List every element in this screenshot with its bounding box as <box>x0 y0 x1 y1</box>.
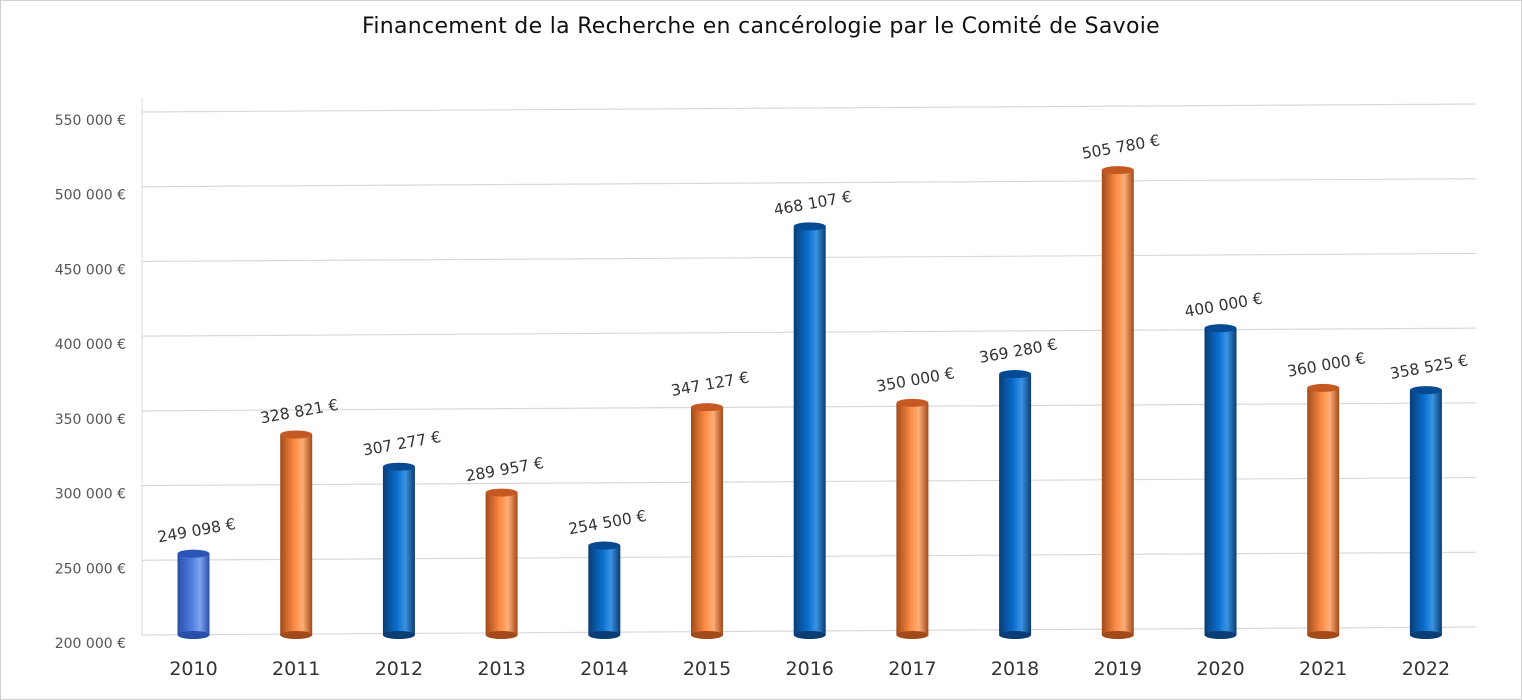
y-tick-label: 400 000 € <box>55 337 126 353</box>
gridline <box>141 103 1477 113</box>
x-tick-label: 2013 <box>477 658 525 680</box>
x-tick-label: 2021 <box>1299 658 1347 680</box>
x-tick-label: 2016 <box>786 658 834 680</box>
data-label: 468 107 € <box>772 188 853 219</box>
data-label: 347 127 € <box>670 369 751 400</box>
bar <box>793 222 826 639</box>
y-tick-label: 350 000 € <box>55 412 126 428</box>
x-tick-label: 2010 <box>169 658 217 680</box>
y-axis-ticks: 200 000 € 250 000 € 300 000 € 350 000 € 400 … <box>55 113 126 652</box>
bar <box>382 462 415 639</box>
bar <box>280 430 313 639</box>
y-tick-label: 450 000 € <box>55 262 126 278</box>
data-label: 254 500 € <box>567 507 648 538</box>
x-tick-label: 2022 <box>1402 658 1450 680</box>
bar <box>588 541 621 639</box>
bar <box>691 403 723 639</box>
bar <box>485 488 518 639</box>
data-label: 328 821 € <box>259 396 340 427</box>
data-label: 360 000 € <box>1286 349 1367 380</box>
data-label: 400 000 € <box>1183 290 1264 321</box>
chart-title: Financement de la Recherche en cancérolo… <box>362 14 1160 39</box>
data-label: 289 957 € <box>464 454 545 485</box>
data-label: 358 525 € <box>1389 351 1470 382</box>
bar <box>1101 166 1134 639</box>
bar <box>1204 324 1237 639</box>
x-axis-labels: 2010 2011 2012 2013 2014 2015 2016 2017 2018 2019… <box>169 658 1450 680</box>
x-tick-label: 2011 <box>272 658 320 680</box>
x-tick-label: 2012 <box>375 658 423 680</box>
y-tick-label: 500 000 € <box>55 188 126 204</box>
bars <box>177 166 1442 639</box>
data-label: 505 780 € <box>1081 131 1162 162</box>
x-tick-label: 2019 <box>1094 658 1142 680</box>
y-tick-label: 250 000 € <box>55 561 126 577</box>
data-label: 350 000 € <box>875 364 956 395</box>
bar <box>1409 386 1442 639</box>
bar <box>999 370 1032 639</box>
x-tick-label: 2015 <box>683 658 731 680</box>
gridline <box>141 178 1477 188</box>
x-tick-label: 2014 <box>580 658 628 680</box>
bar <box>177 549 210 639</box>
y-tick-label: 200 000 € <box>55 636 126 652</box>
x-tick-label: 2020 <box>1196 658 1244 680</box>
bar <box>896 398 929 639</box>
data-label: 249 098 € <box>156 515 237 546</box>
y-tick-label: 550 000 € <box>55 113 126 129</box>
data-label: 369 280 € <box>978 335 1059 366</box>
x-tick-label: 2017 <box>888 658 936 680</box>
x-tick-label: 2018 <box>991 658 1039 680</box>
data-label: 307 277 € <box>362 428 443 459</box>
bar <box>1307 383 1340 639</box>
y-tick-label: 300 000 € <box>55 487 126 503</box>
